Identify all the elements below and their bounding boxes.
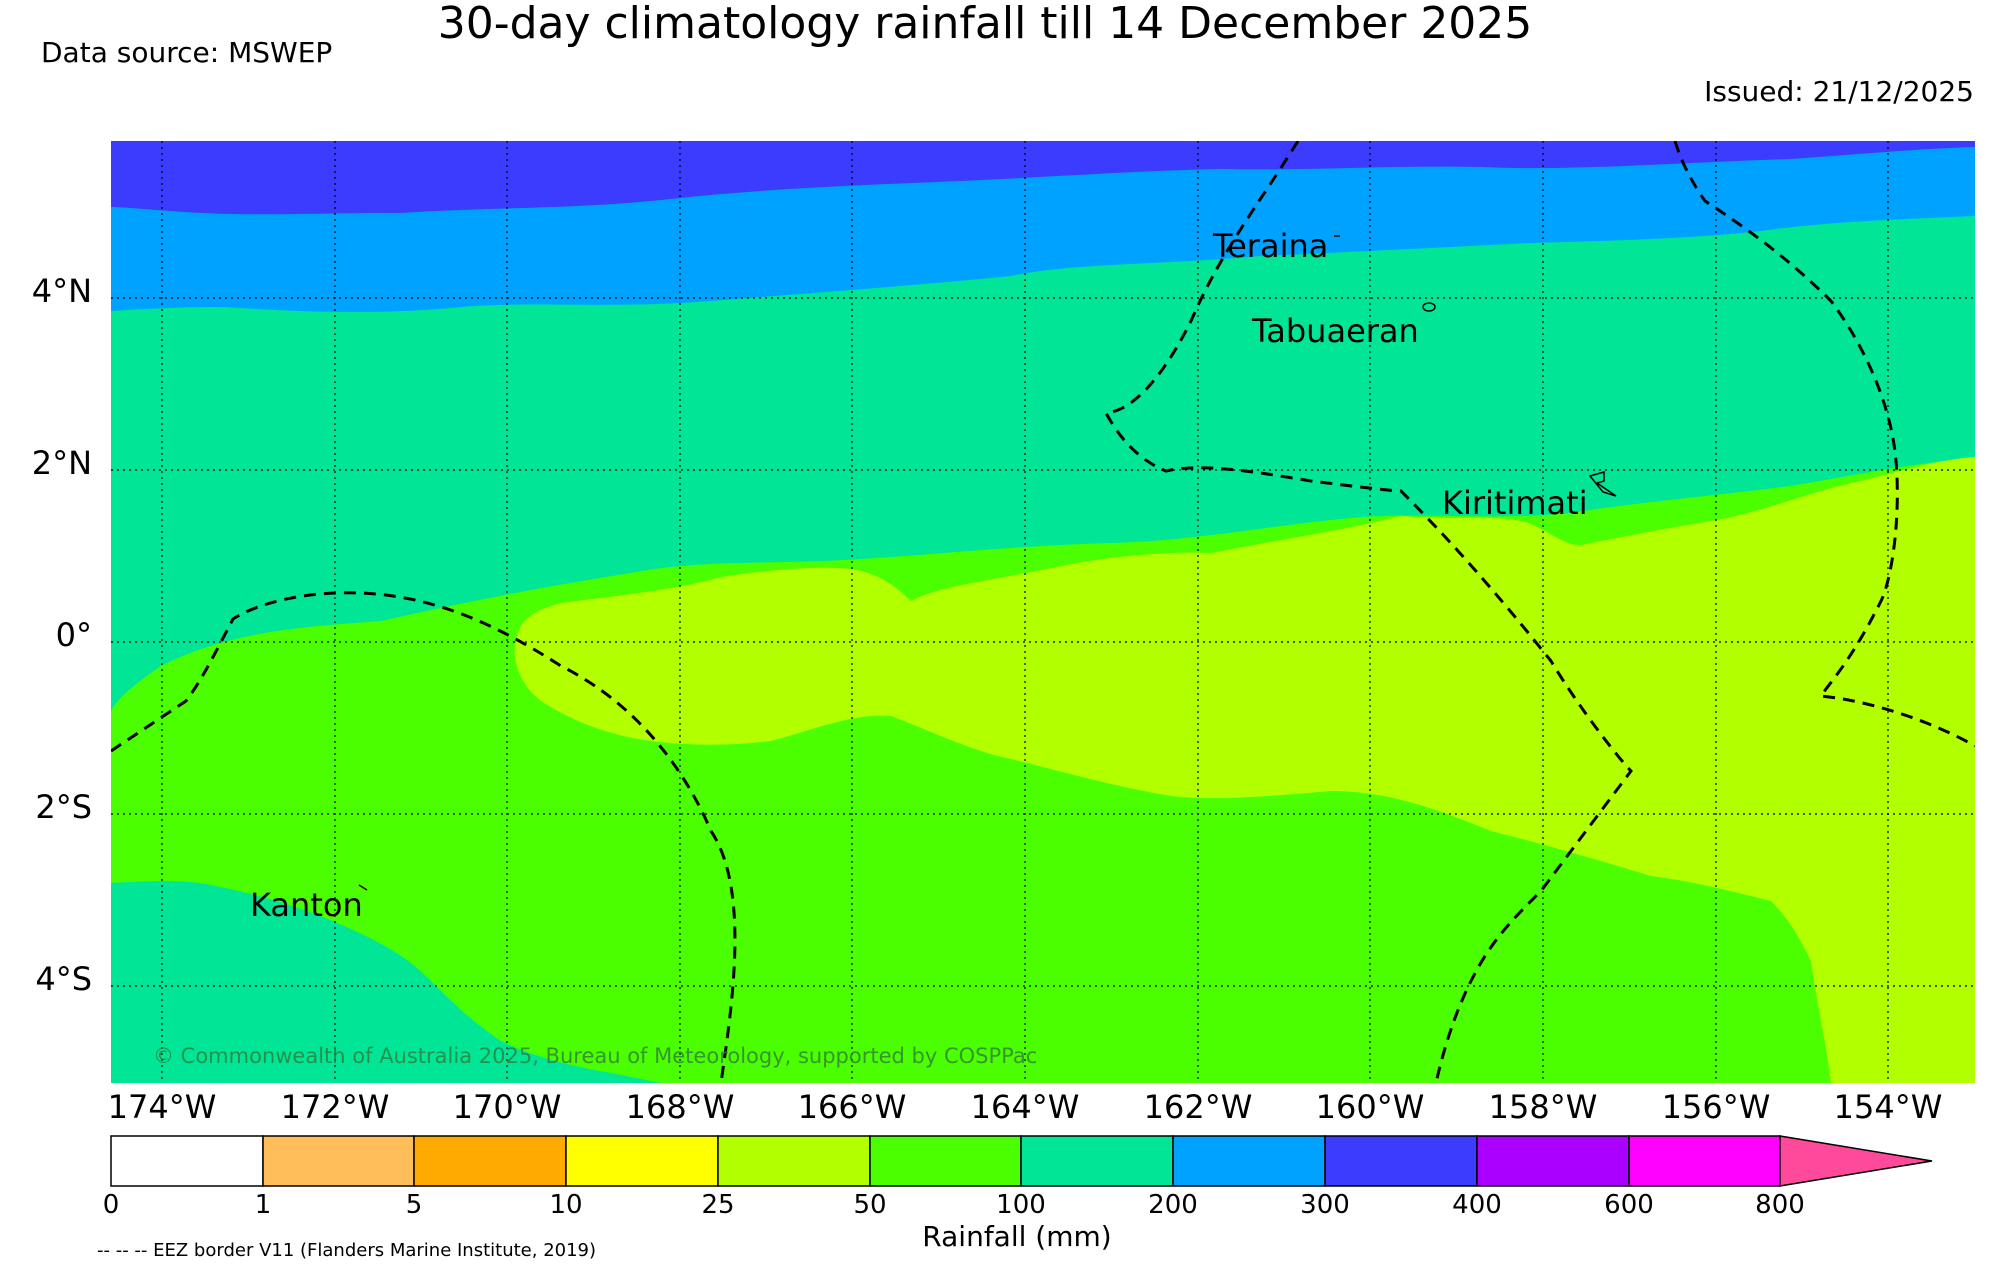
colorbar-swatch-8 [1324,1135,1478,1187]
lon-label-166w: 166°W [797,1088,907,1126]
colorbar-swatch-4 [717,1135,871,1187]
colorbar-swatch-2 [413,1135,567,1187]
copyright-note: © Commonwealth of Australia 2025, Bureau… [153,1044,1037,1068]
lat-label-2s: 2°S [35,788,92,826]
colorbar-tick-5: 5 [405,1190,423,1220]
colorbar-tick-100: 100 [996,1190,1046,1220]
island-label-kiritimati: Kiritimati [1442,484,1588,522]
issued-date-label: Issued: 21/12/2025 [1704,75,1974,108]
lon-label-170w: 170°W [452,1088,562,1126]
colorbar-title: Rainfall (mm) [922,1220,1112,1253]
lon-label-162w: 162°W [1143,1088,1253,1126]
rainfall-colorbar [110,1135,1933,1187]
lat-gridlines [111,297,1975,987]
lon-label-160w: 160°W [1315,1088,1425,1126]
lon-label-154w: 154°W [1833,1088,1943,1126]
colorbar-tick-0: 0 [102,1190,120,1220]
colorbar-tick-25: 25 [701,1190,735,1220]
kiritimati-island [1588,471,1617,497]
island-label-tabuaeran: Tabuaeran [1251,312,1419,350]
rain-area-25-50 [514,457,1975,1083]
colorbar-swatch-9 [1476,1135,1630,1187]
island-label-teraina: Teraina [1212,227,1328,265]
colorbar-swatch-1 [262,1135,415,1187]
colorbar-swatch-0 [110,1135,264,1187]
rain-area-100-200-south [111,881,661,1083]
lat-label-0: 0° [55,616,92,654]
chart-title: 30-day climatology rainfall till 14 Dece… [437,0,1533,49]
colorbar-tick-1: 1 [254,1190,272,1220]
lon-label-158w: 158°W [1488,1088,1598,1126]
colorbar-tick-300: 300 [1300,1190,1350,1220]
lon-label-164w: 164°W [970,1088,1080,1126]
island-label-kanton: Kanton [250,886,363,924]
lon-label-168w: 168°W [625,1088,735,1126]
colorbar-swatch-5 [869,1135,1022,1187]
colorbar-tick-50: 50 [853,1190,887,1220]
island-shapes [358,235,1617,891]
lat-label-4s: 4°S [35,960,92,998]
colorbar-tick-600: 600 [1604,1190,1654,1220]
lat-label-4n: 4°N [31,272,92,310]
colorbar-swatch-10 [1628,1135,1781,1187]
tabuaeran-island [1422,302,1436,312]
colorbar-swatch-6 [1020,1135,1174,1187]
colorbar-tick-200: 200 [1148,1190,1198,1220]
kanton-island [358,884,368,891]
colorbar-tick-800: 800 [1755,1190,1805,1220]
lat-label-2n: 2°N [31,444,92,482]
rainfall-map: Teraina Tabuaeran Kiritimati Kanton © Co… [111,141,1975,1083]
colorbar-swatch-3 [565,1135,719,1187]
colorbar-tick-400: 400 [1452,1190,1502,1220]
colorbar-extend-arrow [1779,1135,1933,1187]
colorbar-tick-10: 10 [549,1190,583,1220]
lon-label-156w: 156°W [1661,1088,1771,1126]
lon-gridlines [161,141,1889,1083]
lon-label-174w: 174°W [107,1088,217,1126]
lon-label-172w: 172°W [280,1088,390,1126]
data-source-label: Data source: MSWEP [41,36,333,69]
colorbar-swatch-7 [1172,1135,1326,1187]
rain-band-300-400 [111,141,1975,215]
eez-border-note: -- -- -- EEZ border V11 (Flanders Marine… [97,1240,597,1261]
eez-borders [111,141,1975,1083]
